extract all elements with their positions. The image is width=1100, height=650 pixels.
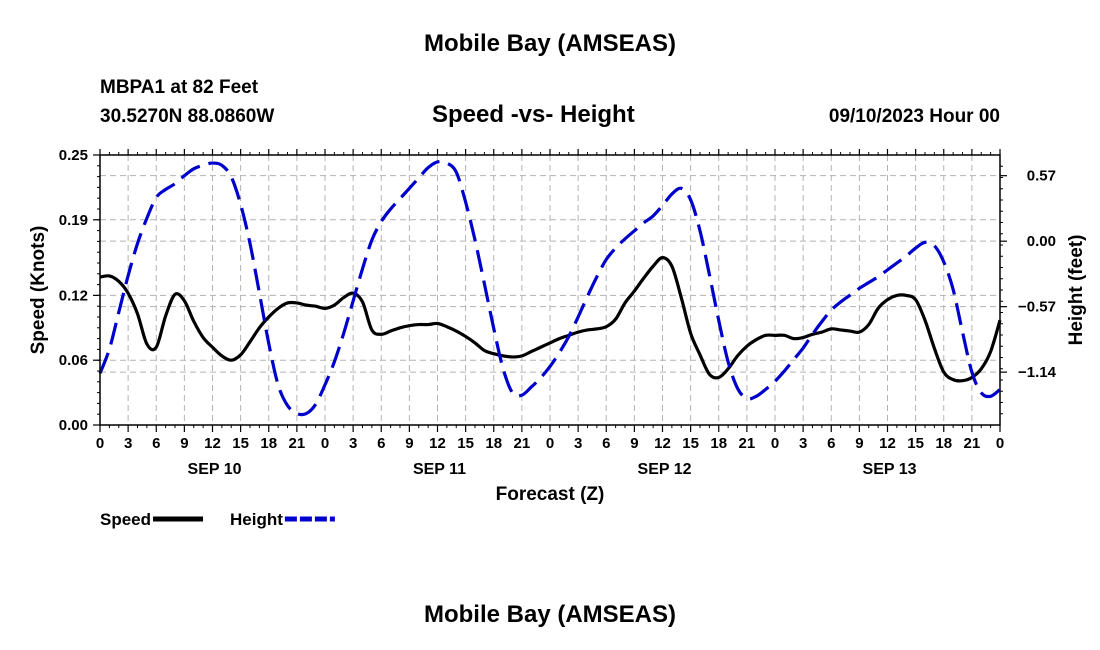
station-label: MBPA1 at 82 Feet	[100, 77, 259, 98]
y-right-tick-label: 0.57	[1027, 168, 1056, 185]
x-tick-label: 18	[935, 435, 952, 452]
x-tick-label: 15	[907, 435, 924, 452]
x-tick-label: 3	[574, 435, 582, 452]
x-tick-label: 15	[682, 435, 699, 452]
x-tick-label: 0	[96, 435, 104, 452]
series-line-height	[98, 159, 1002, 417]
x-tick-label: 9	[855, 435, 863, 452]
y-left-tick-label: 0.06	[59, 352, 88, 369]
x-tick-label: 6	[827, 435, 835, 452]
y-left-tick-label: 0.12	[59, 287, 88, 304]
x-tick-label: 9	[630, 435, 638, 452]
y-left-tick-label: 0.19	[59, 212, 88, 229]
chart-title: Speed -vs- Height	[432, 101, 635, 128]
x-tick-label: 12	[654, 435, 671, 452]
x-tick-label: 12	[879, 435, 896, 452]
x-tick-label: 15	[457, 435, 474, 452]
x-tick-label: 0	[771, 435, 779, 452]
x-tick-label: 21	[964, 435, 981, 452]
forecast-run-time: 09/10/2023 Hour 00	[828, 106, 1000, 127]
x-tick-label: 15	[232, 435, 249, 452]
x-day-label: SEP 11	[413, 461, 466, 478]
x-tick-label: 3	[349, 435, 357, 452]
x-tick-label: 0	[996, 435, 1004, 452]
x-tick-label: 9	[405, 435, 413, 452]
x-tick-label: 0	[321, 435, 329, 452]
x-tick-label: 6	[377, 435, 385, 452]
x-tick-label: 12	[204, 435, 221, 452]
y-axis-left-title: Speed (Knots)	[28, 226, 49, 355]
x-tick-label: 12	[429, 435, 446, 452]
x-tick-label: 18	[260, 435, 277, 452]
grid-lines	[100, 155, 1000, 425]
series-line-speed	[99, 256, 1002, 383]
x-tick-label: 18	[710, 435, 727, 452]
x-tick-label: 3	[799, 435, 807, 452]
x-tick-label: 9	[180, 435, 188, 452]
x-tick-label: 21	[514, 435, 531, 452]
y-right-tick-label: −0.57	[1018, 299, 1056, 316]
page-title: Mobile Bay (AMSEAS)	[423, 30, 677, 57]
x-tick-label: 3	[124, 435, 132, 452]
x-tick-label: 0	[546, 435, 554, 452]
x-day-label: SEP 13	[863, 461, 917, 478]
bottom-title: Mobile Bay (AMSEAS)	[423, 601, 677, 628]
y-right-tick-label: 0.00	[1027, 233, 1056, 250]
legend-label-height: Height	[230, 510, 283, 529]
x-tick-label: 21	[739, 435, 756, 452]
y-axis-right-title: Height (feet)	[1066, 235, 1087, 346]
y-right-tick-label: −1.14	[1018, 364, 1057, 381]
axes: 0 3 6 9 12 15 18 21 0 3 6 9 12 15 18 21 0 3 6 9 12 15 18 21 0 3 6 9…	[59, 147, 1057, 478]
x-day-label: SEP 12	[638, 461, 692, 478]
x-tick-label: 18	[485, 435, 502, 452]
x-day-label: SEP 10	[188, 461, 242, 478]
station-coordinates: 30.5270N 88.0860W	[100, 106, 275, 127]
x-axis-title: Forecast (Z)	[496, 484, 605, 505]
y-left-tick-label: 0.00	[59, 417, 88, 434]
x-tick-label: 6	[602, 435, 610, 452]
y-left-tick-label: 0.25	[59, 147, 88, 164]
x-tick-label: 6	[152, 435, 160, 452]
x-tick-label: 21	[289, 435, 306, 452]
series-curves	[98, 159, 1002, 417]
legend-label-speed: Speed	[100, 510, 151, 529]
legend: Speed Height	[100, 510, 335, 529]
